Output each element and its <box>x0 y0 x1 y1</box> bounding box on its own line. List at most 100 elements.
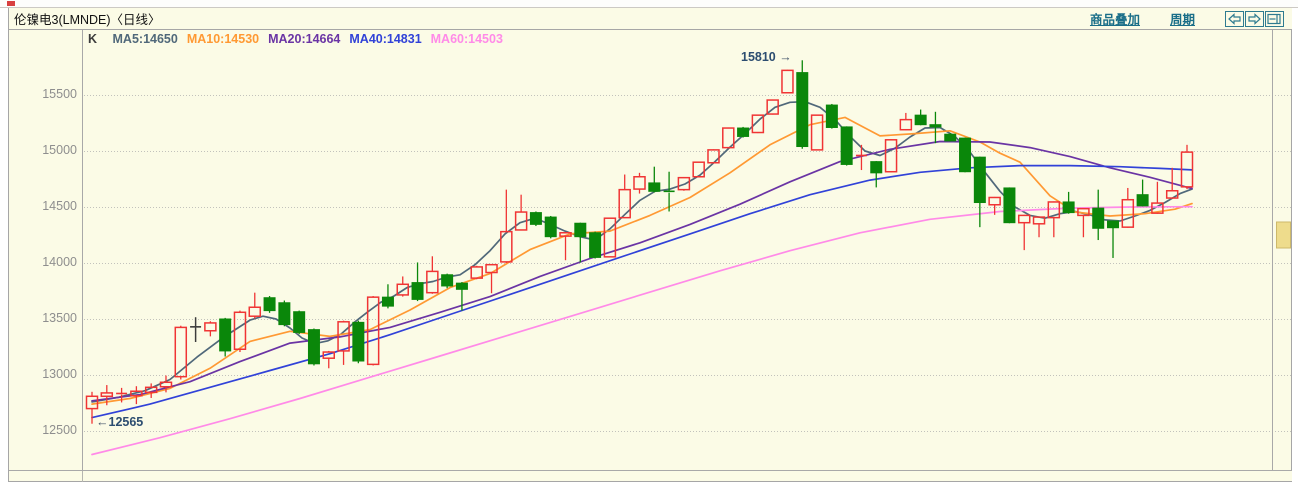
ma-line-ma20 <box>91 140 1193 402</box>
candle <box>130 386 143 405</box>
candlestick-plot[interactable] <box>83 30 1292 470</box>
ma-line-ma40 <box>91 164 1193 419</box>
time-axis-divider <box>9 470 1292 471</box>
candle <box>574 222 587 263</box>
candle <box>1003 187 1016 224</box>
candle <box>204 321 217 337</box>
legend-item-ma60: MA60:14503 <box>430 32 503 46</box>
candle <box>1136 179 1149 207</box>
candle <box>988 196 1001 215</box>
legend-item-ma5: MA5:14650 <box>112 32 178 46</box>
candle <box>692 161 705 178</box>
candle <box>1032 216 1046 238</box>
candle <box>603 217 617 258</box>
candle <box>1121 187 1135 228</box>
candle <box>973 156 986 228</box>
candle <box>1062 191 1075 214</box>
candle <box>737 126 750 138</box>
candle <box>929 111 942 144</box>
candle <box>618 174 631 219</box>
titlebar-icon-group <box>1225 10 1284 27</box>
price-tick-label: 14000 <box>42 255 77 269</box>
candle <box>514 194 528 231</box>
candle <box>677 176 691 191</box>
candle <box>116 387 128 403</box>
candle <box>810 114 824 151</box>
candle <box>248 292 262 319</box>
price-tick-label: 15000 <box>42 143 77 157</box>
chart-frame <box>8 8 1292 482</box>
high-annotation: 15810 → <box>741 50 792 64</box>
scrollbar-thumb[interactable] <box>1276 221 1291 249</box>
ma-line-ma5 <box>91 100 1193 403</box>
candle <box>884 139 898 173</box>
period-link[interactable]: 周期 <box>1169 13 1195 27</box>
time-axis-strip <box>9 471 1292 481</box>
candle <box>1151 181 1164 214</box>
candle <box>559 232 572 261</box>
split-window-icon[interactable] <box>1265 10 1284 27</box>
candle <box>100 385 114 406</box>
candle <box>1165 167 1179 199</box>
candle <box>411 262 424 302</box>
candle <box>959 137 972 173</box>
candle <box>648 166 661 193</box>
candle <box>366 296 380 366</box>
price-tick-label: 13000 <box>42 367 77 381</box>
candle <box>796 60 809 149</box>
price-tick-label: 14500 <box>42 199 77 213</box>
candle <box>766 99 779 115</box>
candle <box>781 69 794 94</box>
k-line-label: K <box>88 32 98 46</box>
candle <box>1180 144 1194 190</box>
ma-legend: K MA5:14650 MA10:14530 MA20:14664 MA40:1483… <box>88 32 512 46</box>
axis-separator <box>82 30 83 482</box>
price-axis: 15500 15000 14500 14000 13500 13000 12500 <box>9 30 82 470</box>
candle <box>455 282 468 311</box>
candle <box>899 112 913 131</box>
candle <box>855 144 867 171</box>
candle <box>470 265 483 280</box>
candle <box>352 320 365 364</box>
candle <box>159 375 173 393</box>
candle <box>1107 220 1120 258</box>
low-annotation: ←12565 <box>96 415 144 429</box>
low-arrow-icon: ← <box>96 415 109 429</box>
candle <box>1047 201 1061 238</box>
candle <box>1077 207 1090 238</box>
candle <box>233 310 247 353</box>
candle <box>707 149 720 164</box>
legend-item-ma40: MA40:14831 <box>349 32 422 46</box>
candle <box>322 350 336 369</box>
candle <box>174 325 188 380</box>
candle <box>85 391 99 424</box>
price-tick-label: 15500 <box>42 87 77 101</box>
arrow-right-icon[interactable] <box>1245 10 1264 27</box>
candle <box>870 161 883 188</box>
high-arrow-icon: → <box>779 50 792 64</box>
ma-line-ma60 <box>91 205 1193 456</box>
overlay-link[interactable]: 商品叠加 <box>1089 13 1140 27</box>
candle <box>381 284 394 309</box>
chart-titlebar: 伦镍电3(LMNDE)〈日线〉 商品叠加 周期 <box>9 8 1292 30</box>
candle <box>914 109 927 126</box>
window-corner-artifact <box>7 1 15 6</box>
candle <box>529 211 542 227</box>
candle <box>144 383 158 398</box>
legend-item-ma10: MA10:14530 <box>186 32 260 46</box>
candle <box>426 256 439 294</box>
ma-line-ma10 <box>91 116 1193 405</box>
candle <box>589 231 602 259</box>
candle <box>500 189 513 263</box>
candle <box>722 127 735 149</box>
candle <box>751 114 765 134</box>
arrow-left-icon[interactable] <box>1225 10 1244 27</box>
instrument-title: 伦镍电3(LMNDE)〈日线〉 <box>14 13 161 27</box>
candle <box>337 320 350 365</box>
candle <box>263 296 276 313</box>
candle <box>544 215 557 239</box>
candle <box>633 172 646 194</box>
candle <box>278 300 291 327</box>
candle <box>663 171 675 212</box>
